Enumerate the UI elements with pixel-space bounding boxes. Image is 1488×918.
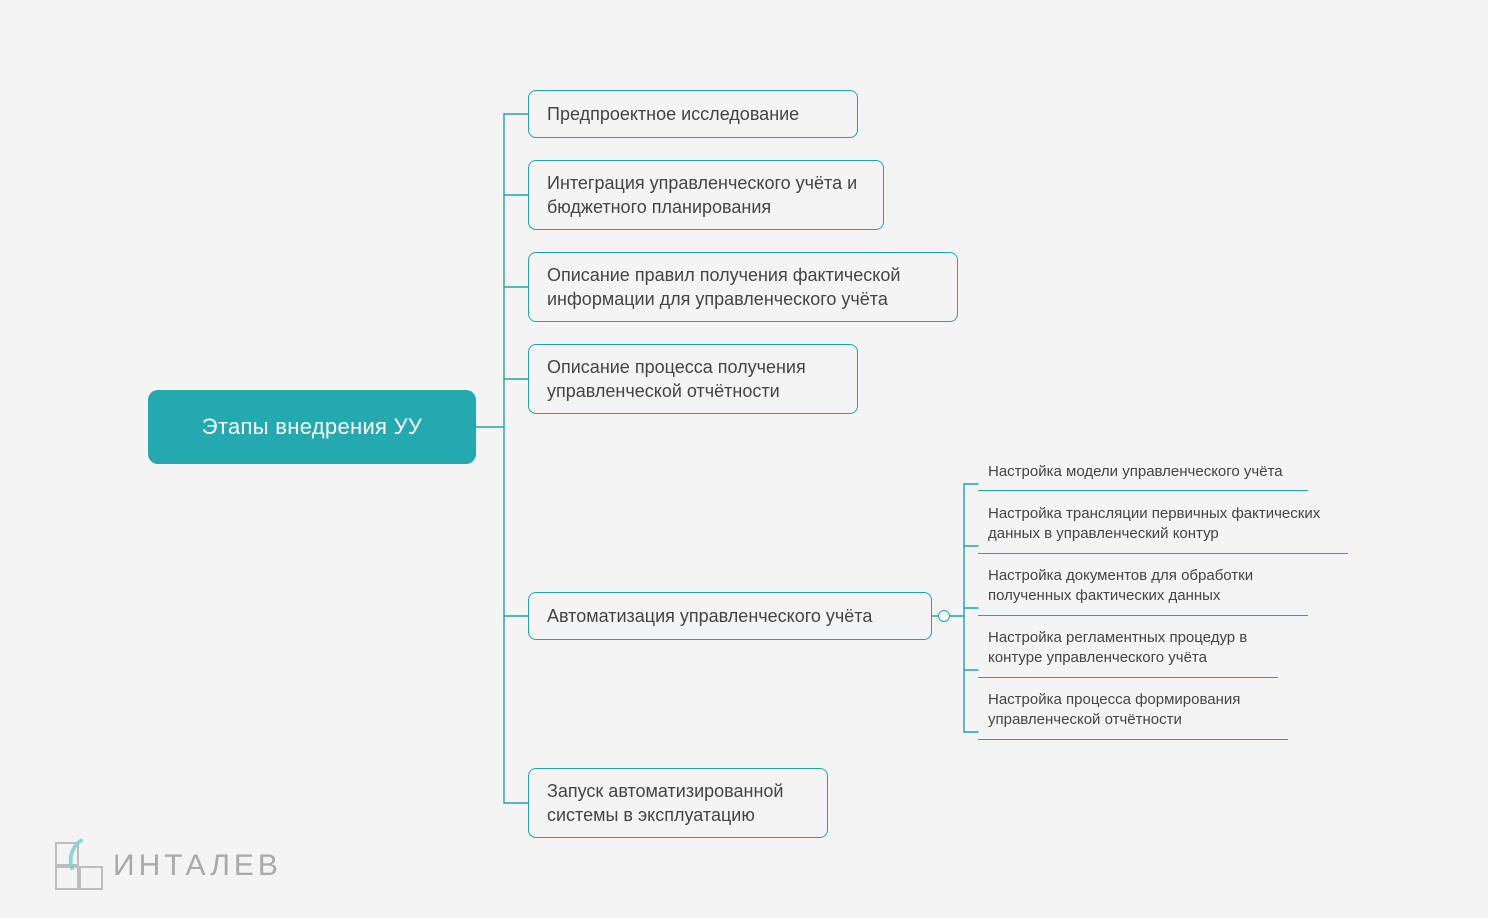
sub-node-s5-3: Настройка регламентных процедур в контур… <box>978 622 1278 678</box>
expand-toggle-icon[interactable] <box>938 610 950 622</box>
stage-node-s3: Описание правил получения фактической ин… <box>528 252 958 322</box>
stage-node-s5: Автоматизация управленческого учёта <box>528 592 932 640</box>
stage-node-s4: Описание процесса получения управленческ… <box>528 344 858 414</box>
stage-node-s2: Интеграция управленческого учёта и бюдже… <box>528 160 884 230</box>
logo-text: ИНТАЛЕВ <box>113 849 282 883</box>
sub-node-s5-0: Настройка модели управленческого учёта <box>978 456 1308 491</box>
stage-node-s1: Предпроектное исследование <box>528 90 858 138</box>
brand-logo: ИНТАЛЕВ <box>55 842 282 890</box>
sub-node-s5-2: Настройка документов для обработки получ… <box>978 560 1308 616</box>
logo-mark-icon <box>55 842 103 890</box>
root-node: Этапы внедрения УУ <box>148 390 476 464</box>
sub-node-s5-4: Настройка процесса формирования управлен… <box>978 684 1288 740</box>
diagram-canvas: ИНТАЛЕВ Этапы внедрения УУ Предпроектное … <box>0 0 1488 918</box>
stage-node-s6: Запуск автоматизированной системы в эксп… <box>528 768 828 838</box>
sub-node-s5-1: Настройка трансляции первичных фактическ… <box>978 498 1348 554</box>
